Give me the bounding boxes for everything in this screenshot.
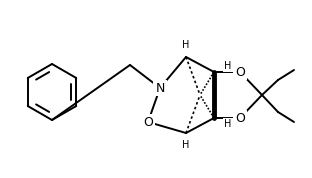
Text: O: O bbox=[143, 116, 153, 129]
Text: N: N bbox=[155, 82, 165, 95]
Text: O: O bbox=[235, 66, 245, 78]
Text: H: H bbox=[182, 40, 190, 50]
Text: H: H bbox=[224, 61, 232, 71]
Text: O: O bbox=[235, 111, 245, 124]
Text: H: H bbox=[224, 119, 232, 129]
Text: H: H bbox=[182, 140, 190, 150]
